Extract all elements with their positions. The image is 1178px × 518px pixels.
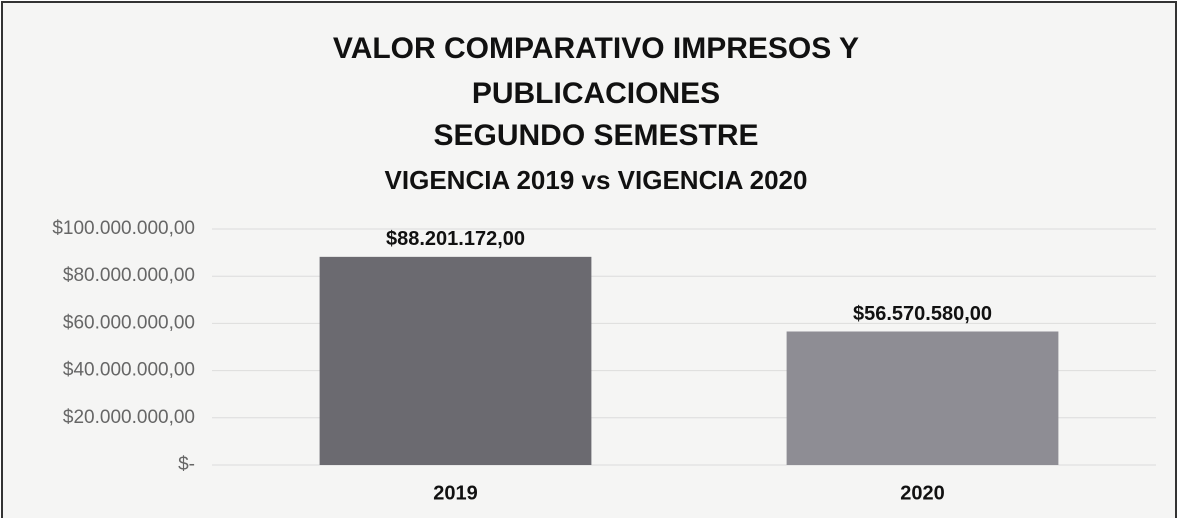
x-tick-label: 2020 <box>900 482 945 504</box>
data-label: $56.570.580,00 <box>853 303 992 325</box>
y-tick-label: $100.000.000,00 <box>52 218 195 239</box>
chart-title: SEGUNDO SEMESTRE <box>433 119 758 152</box>
y-tick-label: $20.000.000,00 <box>63 407 195 428</box>
bar <box>319 256 592 465</box>
y-tick-label: $- <box>178 454 195 475</box>
y-tick-label: $40.000.000,00 <box>63 360 195 381</box>
chart-title: VALOR COMPARATIVO IMPRESOS Y <box>333 32 859 65</box>
y-tick-label: $60.000.000,00 <box>63 312 195 333</box>
bar <box>786 331 1059 465</box>
data-label: $88.201.172,00 <box>386 228 525 250</box>
chart-title: PUBLICACIONES <box>472 77 720 110</box>
y-tick-label: $80.000.000,00 <box>63 265 195 286</box>
x-tick-label: 2019 <box>433 482 478 504</box>
chart-subtitle: VIGENCIA 2019 vs VIGENCIA 2020 <box>385 165 808 195</box>
